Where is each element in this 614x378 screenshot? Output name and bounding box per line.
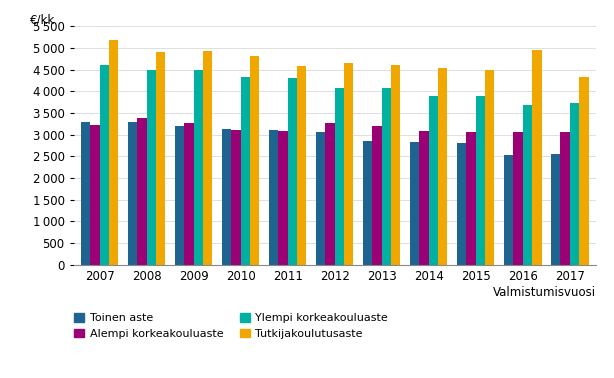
Bar [532,50,542,265]
Bar [382,88,391,265]
Bar [523,105,532,265]
Bar [363,141,372,265]
Legend: Toinen aste, Alempi korkeakouluaste, Ylempi korkeakouluaste, Tutkijakoulutusaste: Toinen aste, Alempi korkeakouluaste, Yle… [74,313,388,339]
Bar [80,122,90,265]
Bar [147,70,156,265]
Bar [241,77,250,265]
Bar [316,132,325,265]
Bar [269,130,278,265]
Bar [579,77,589,265]
Bar [372,125,382,265]
Bar [457,143,466,265]
Bar [203,51,212,265]
Bar [561,132,570,265]
X-axis label: Valmistumisvuosi: Valmistumisvuosi [492,286,596,299]
Bar [344,63,354,265]
Bar [297,66,306,265]
Bar [466,132,476,265]
Bar [109,40,119,265]
Bar [287,78,297,265]
Bar [419,131,429,265]
Bar [175,126,184,265]
Bar [250,56,259,265]
Bar [429,96,438,265]
Bar [184,124,193,265]
Bar [222,129,231,265]
Bar [231,130,241,265]
Bar [335,88,344,265]
Bar [438,68,448,265]
Bar [504,155,513,265]
Bar [193,70,203,265]
Bar [391,65,400,265]
Bar [156,52,165,265]
Bar [570,103,579,265]
Y-axis label: €/kk: €/kk [30,14,55,26]
Bar [325,122,335,265]
Bar [410,142,419,265]
Bar [513,132,523,265]
Bar [128,122,137,265]
Bar [485,70,494,265]
Bar [137,118,147,265]
Bar [99,65,109,265]
Bar [551,154,561,265]
Bar [90,125,99,265]
Bar [476,96,485,265]
Bar [278,131,287,265]
